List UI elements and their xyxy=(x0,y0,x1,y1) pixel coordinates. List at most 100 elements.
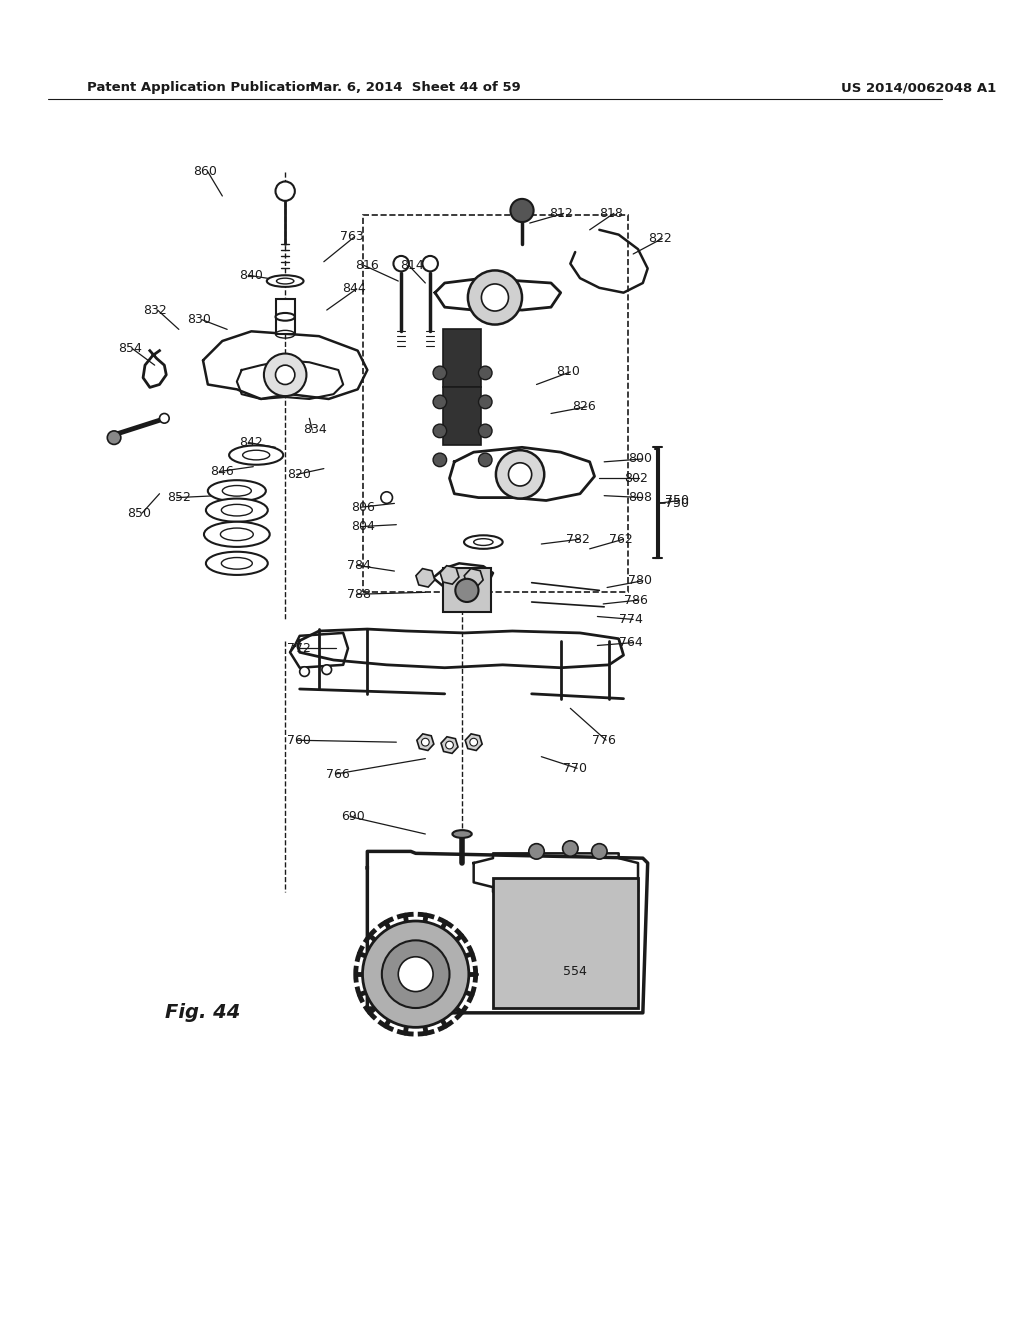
Ellipse shape xyxy=(229,445,284,465)
Text: 834: 834 xyxy=(303,424,327,437)
Text: 814: 814 xyxy=(399,259,423,272)
Circle shape xyxy=(470,738,477,746)
Text: 770: 770 xyxy=(562,762,587,775)
Text: 760: 760 xyxy=(288,734,311,747)
Text: 832: 832 xyxy=(143,304,167,317)
Ellipse shape xyxy=(208,480,266,502)
Text: 786: 786 xyxy=(625,594,648,607)
Ellipse shape xyxy=(204,521,269,546)
Circle shape xyxy=(456,578,478,602)
Circle shape xyxy=(275,181,295,201)
Circle shape xyxy=(423,256,438,272)
Text: 554: 554 xyxy=(562,965,587,978)
Text: 808: 808 xyxy=(629,491,652,504)
Text: 806: 806 xyxy=(351,500,375,513)
Circle shape xyxy=(445,742,454,748)
Circle shape xyxy=(510,199,534,222)
Circle shape xyxy=(433,395,446,409)
Circle shape xyxy=(422,738,429,746)
Circle shape xyxy=(108,430,121,445)
Circle shape xyxy=(275,366,295,384)
Circle shape xyxy=(398,957,433,991)
Circle shape xyxy=(496,450,544,499)
Text: 822: 822 xyxy=(648,232,672,246)
Text: 772: 772 xyxy=(288,642,311,655)
Circle shape xyxy=(433,453,446,467)
Text: 750: 750 xyxy=(665,496,689,510)
Text: 784: 784 xyxy=(347,558,372,572)
Ellipse shape xyxy=(222,486,251,496)
Text: Patent Application Publication: Patent Application Publication xyxy=(87,82,314,94)
Circle shape xyxy=(509,463,531,486)
Text: 854: 854 xyxy=(118,342,141,355)
Bar xyxy=(362,215,629,593)
Text: 816: 816 xyxy=(355,259,379,272)
Circle shape xyxy=(478,366,493,380)
Text: 774: 774 xyxy=(618,612,642,626)
Text: Fig. 44: Fig. 44 xyxy=(165,1003,241,1023)
Circle shape xyxy=(478,395,493,409)
Ellipse shape xyxy=(464,536,503,549)
Circle shape xyxy=(433,424,446,438)
Text: 830: 830 xyxy=(187,313,211,326)
Text: 780: 780 xyxy=(629,574,652,587)
Circle shape xyxy=(381,492,392,503)
Ellipse shape xyxy=(275,313,295,321)
Text: 812: 812 xyxy=(549,207,572,220)
Text: 804: 804 xyxy=(351,520,375,533)
Text: 764: 764 xyxy=(618,636,642,649)
Circle shape xyxy=(478,424,493,438)
Circle shape xyxy=(382,940,450,1008)
Ellipse shape xyxy=(276,279,294,284)
Circle shape xyxy=(264,354,306,396)
Circle shape xyxy=(468,271,522,325)
Ellipse shape xyxy=(474,539,493,545)
Text: 788: 788 xyxy=(347,587,372,601)
Text: 800: 800 xyxy=(629,453,652,466)
Text: 690: 690 xyxy=(341,810,365,824)
Text: 782: 782 xyxy=(565,533,590,545)
Ellipse shape xyxy=(221,504,252,516)
Circle shape xyxy=(393,256,409,272)
Ellipse shape xyxy=(243,450,269,459)
Circle shape xyxy=(481,284,509,312)
Ellipse shape xyxy=(220,528,253,541)
Ellipse shape xyxy=(267,276,303,286)
Text: 844: 844 xyxy=(342,282,366,296)
Text: Mar. 6, 2014  Sheet 44 of 59: Mar. 6, 2014 Sheet 44 of 59 xyxy=(310,82,521,94)
Circle shape xyxy=(562,841,579,857)
Text: US 2014/0062048 A1: US 2014/0062048 A1 xyxy=(841,82,996,94)
Text: 860: 860 xyxy=(194,165,217,178)
Text: 850: 850 xyxy=(128,507,152,520)
Text: 766: 766 xyxy=(327,767,350,780)
Circle shape xyxy=(592,843,607,859)
Bar xyxy=(493,878,638,1008)
Text: 802: 802 xyxy=(625,471,648,484)
Ellipse shape xyxy=(206,552,267,576)
Bar xyxy=(275,300,295,334)
Text: 846: 846 xyxy=(210,465,233,478)
Text: 818: 818 xyxy=(599,207,624,220)
Ellipse shape xyxy=(206,499,267,521)
Circle shape xyxy=(433,366,446,380)
Circle shape xyxy=(478,453,493,467)
Text: 810: 810 xyxy=(556,366,580,379)
Text: 763: 763 xyxy=(340,230,364,243)
Ellipse shape xyxy=(221,557,252,569)
Text: 762: 762 xyxy=(609,533,633,545)
Circle shape xyxy=(160,413,169,424)
Circle shape xyxy=(300,667,309,676)
Circle shape xyxy=(362,921,469,1027)
Circle shape xyxy=(322,665,332,675)
Text: 820: 820 xyxy=(288,467,311,480)
Ellipse shape xyxy=(453,830,472,838)
Circle shape xyxy=(528,843,544,859)
Text: 750: 750 xyxy=(665,494,689,507)
Text: 776: 776 xyxy=(592,734,615,747)
Text: 842: 842 xyxy=(240,436,263,449)
Text: 840: 840 xyxy=(239,269,263,281)
Text: 852: 852 xyxy=(168,491,191,504)
Bar xyxy=(442,387,481,445)
Text: 826: 826 xyxy=(572,400,596,413)
Bar xyxy=(442,330,481,387)
